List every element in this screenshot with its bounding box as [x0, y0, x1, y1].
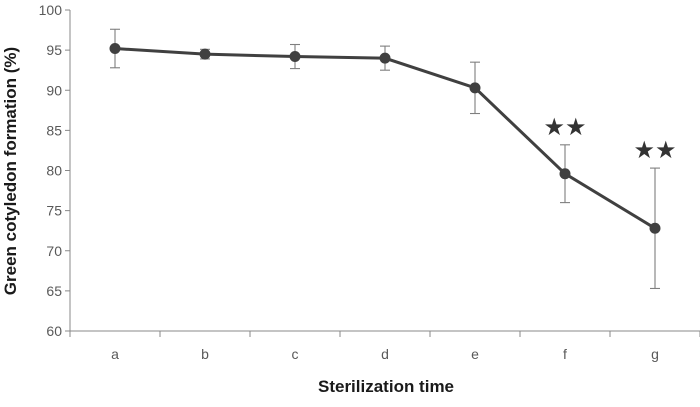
- y-tick-label: 100: [39, 2, 63, 18]
- x-tick-label: g: [651, 346, 659, 362]
- annotations: ★★ ★★: [543, 114, 676, 164]
- x-tick-label: b: [201, 346, 209, 362]
- x-tick-label: f: [563, 346, 567, 362]
- y-tick-label: 75: [46, 203, 62, 219]
- series-group: [109, 43, 661, 234]
- y-tick-label: 95: [46, 42, 62, 58]
- error-bars: [110, 28, 660, 290]
- data-point: [649, 222, 661, 234]
- significance-marker: ★★: [633, 137, 676, 164]
- data-point: [109, 43, 121, 55]
- data-point: [469, 82, 481, 94]
- y-tick-label: 85: [46, 122, 62, 138]
- significance-marker: ★★: [543, 114, 586, 141]
- axes: 60 65 70 75 80 85 90 95 100 a b c d e f g: [39, 2, 700, 362]
- y-tick-label: 90: [46, 82, 62, 98]
- y-tick-label: 70: [46, 243, 62, 259]
- x-tick-label: a: [111, 346, 119, 362]
- y-tick-label: 60: [46, 323, 62, 339]
- x-tick-label: d: [381, 346, 389, 362]
- x-tick-label: e: [471, 346, 479, 362]
- data-point: [379, 52, 391, 64]
- y-tick-label: 80: [46, 163, 62, 179]
- data-point: [559, 168, 571, 180]
- y-axis-title: Green cotyledon formation (%): [1, 47, 20, 295]
- data-point: [199, 48, 211, 60]
- data-point: [289, 51, 301, 63]
- y-tick-label: 65: [46, 283, 62, 299]
- x-tick-label: c: [292, 346, 299, 362]
- x-axis-title: Sterilization time: [318, 377, 454, 396]
